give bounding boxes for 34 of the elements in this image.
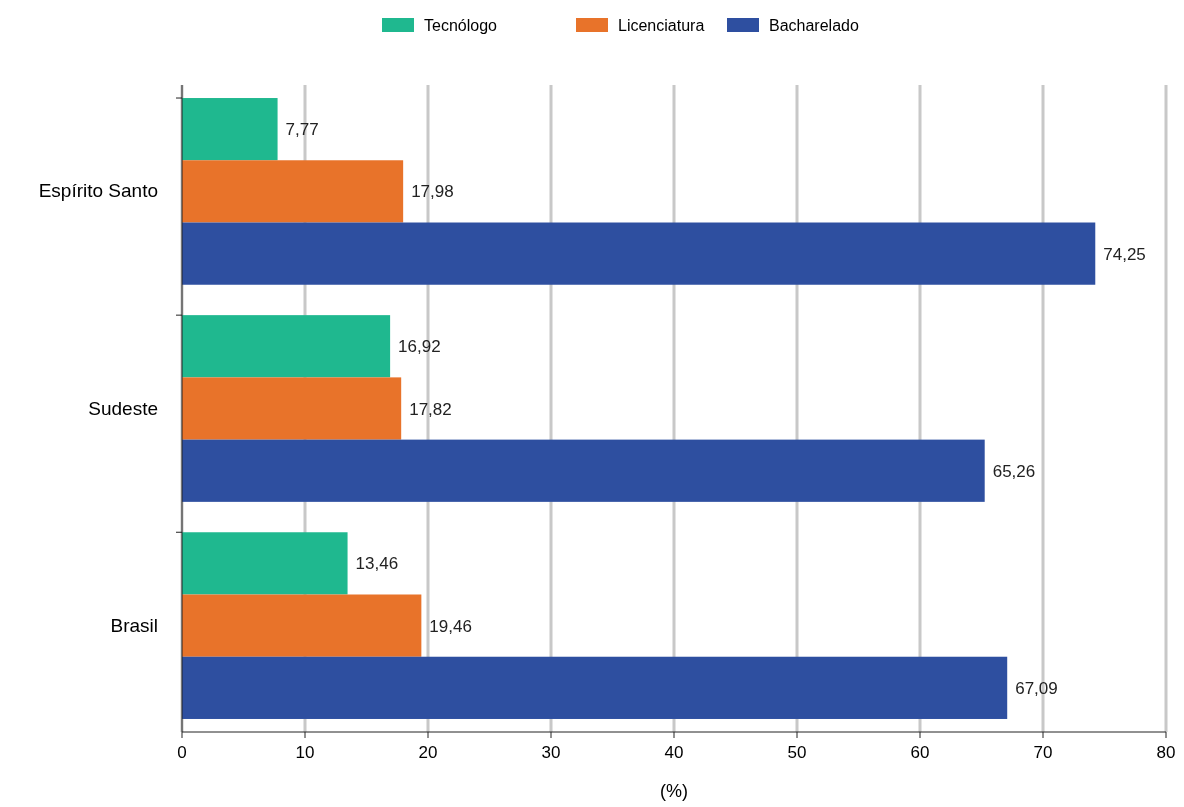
bar bbox=[182, 315, 391, 378]
y-tick-label: Sudeste bbox=[88, 397, 158, 419]
y-tick-label: Espírito Santo bbox=[38, 180, 158, 202]
x-tick-label: 20 bbox=[418, 743, 438, 762]
x-tick-label: 60 bbox=[910, 743, 930, 762]
x-tick-label: 30 bbox=[541, 743, 561, 762]
x-tick-label: 80 bbox=[1156, 743, 1176, 762]
bar bbox=[182, 160, 404, 223]
data-label: 7,77 bbox=[285, 120, 319, 140]
data-label: 19,46 bbox=[429, 616, 472, 636]
data-label: 17,82 bbox=[409, 399, 452, 419]
x-tick-label: 40 bbox=[664, 743, 684, 762]
legend-label: Bacharelado bbox=[769, 17, 859, 34]
data-label: 74,25 bbox=[1103, 244, 1146, 264]
bar bbox=[182, 594, 422, 657]
y-tick-label: Brasil bbox=[110, 614, 158, 636]
bar bbox=[182, 439, 985, 502]
legend-label: Licenciatura bbox=[618, 17, 705, 34]
data-label: 67,09 bbox=[1015, 678, 1058, 698]
bar bbox=[182, 532, 348, 595]
bar bbox=[182, 377, 402, 440]
bar bbox=[182, 222, 1096, 285]
x-tick-label: 0 bbox=[177, 743, 187, 762]
bar bbox=[182, 98, 278, 161]
data-label: 65,26 bbox=[992, 461, 1036, 481]
bar bbox=[182, 656, 1008, 719]
x-axis-title: (%) bbox=[660, 781, 688, 801]
data-label: 13,46 bbox=[355, 554, 399, 574]
x-tick-label: 50 bbox=[787, 743, 807, 762]
legend-label: Tecnólogo bbox=[424, 17, 498, 34]
x-tick-label: 70 bbox=[1033, 743, 1053, 762]
x-tick-label: 10 bbox=[295, 743, 315, 762]
data-label: 17,98 bbox=[411, 182, 454, 202]
data-label: 16,92 bbox=[398, 337, 441, 357]
